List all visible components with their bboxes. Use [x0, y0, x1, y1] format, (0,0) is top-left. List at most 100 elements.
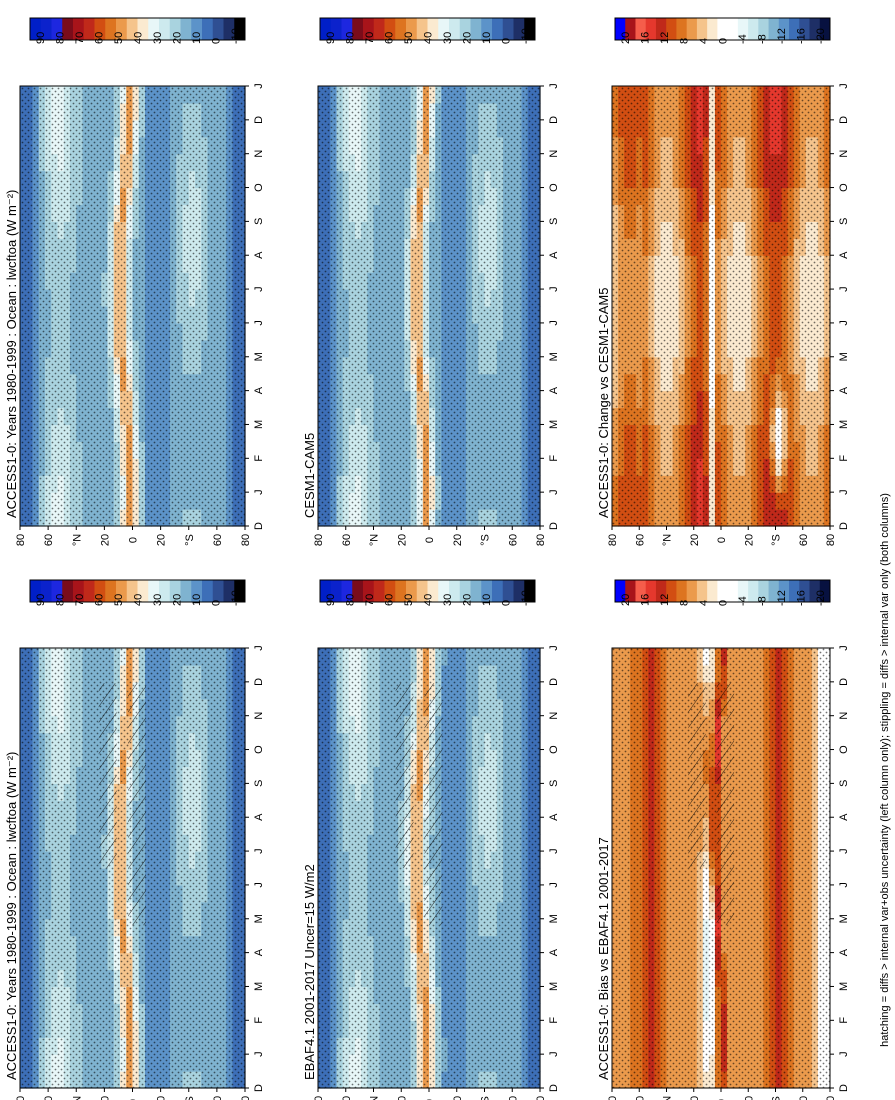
month-tick-label: N	[253, 150, 265, 158]
panel-title: EBAF4.1 2001-2017 Uncer=15 W/m2	[302, 864, 317, 1080]
colorbar-swatch	[62, 580, 74, 602]
colorbar-swatch	[137, 18, 149, 40]
month-tick-label: D	[548, 678, 560, 686]
month-tick-label: N	[838, 712, 850, 720]
colorbar-swatch	[202, 580, 214, 602]
colorbar-label: 80	[345, 594, 357, 606]
colorbar-label: 80	[55, 594, 67, 606]
colorbar-label: 50	[113, 594, 125, 606]
colorbar-swatch	[148, 18, 160, 40]
lat-tick-label: 20	[452, 1096, 464, 1100]
month-tick-label: A	[253, 948, 265, 956]
month-tick-label: D	[253, 1084, 265, 1092]
colorbar-label: 60	[384, 594, 396, 606]
colorbar-swatch	[169, 18, 181, 40]
colorbar-swatch	[384, 580, 396, 602]
month-tick-label: O	[838, 745, 850, 754]
panel-title: ACCESS1-0: Years 1980-1999 : Ocean : lwc…	[4, 190, 19, 518]
month-tick-label: M	[838, 914, 850, 923]
colorbar-swatch	[116, 580, 128, 602]
colorbar-swatch	[73, 18, 85, 40]
colorbar-swatch	[212, 18, 224, 40]
month-tick-label: J	[548, 882, 560, 888]
colorbar-swatch	[180, 580, 192, 602]
colorbar-swatch	[406, 580, 418, 602]
lat-tick-label: 80	[15, 534, 27, 546]
colorbar-swatch	[459, 580, 471, 602]
colorbar-swatch	[449, 580, 461, 602]
colorbar-swatch	[180, 18, 192, 40]
panel-p3: 8060°N20020°S6080DJFMAMJJASONDJACCESS1-0…	[596, 579, 850, 1100]
month-tick-label: J	[838, 882, 850, 888]
month-tick-label: N	[253, 712, 265, 720]
colorbar-label: 12	[659, 594, 671, 606]
colorbar-swatch	[234, 18, 246, 40]
colorbar-swatch	[645, 580, 657, 602]
colorbar-label: 40	[133, 32, 145, 44]
month-tick-label: J	[253, 882, 265, 888]
colorbar-swatch	[768, 580, 780, 602]
month-tick-label: A	[838, 948, 850, 956]
colorbar-label: 70	[74, 32, 86, 44]
month-tick-label: M	[548, 914, 560, 923]
colorbar-swatch	[159, 580, 171, 602]
colorbar-swatch	[40, 18, 52, 40]
colorbar: 90 80 70 60 50 40 30 20 10 0 -10	[29, 17, 246, 44]
colorbar-swatch	[635, 580, 647, 602]
colorbar-label: 0	[211, 38, 223, 44]
colorbar-swatch	[126, 18, 138, 40]
colorbar-swatch	[696, 580, 708, 602]
panel-p4: 80 60 °N 20 0 20 °S 60 80DJFMAMJJASONDJACCESS1-0…	[4, 17, 265, 546]
month-tick-label: M	[253, 420, 265, 429]
lat-tick-label: °S	[480, 1096, 492, 1100]
colorbar-label: 8	[679, 600, 691, 606]
colorbar-swatch	[809, 580, 821, 602]
month-tick-label: J	[253, 320, 265, 326]
lat-tick-label: 60	[212, 534, 224, 546]
lat-tick-label: 20	[689, 1096, 701, 1100]
colorbar-label: 80	[55, 32, 67, 44]
colorbar-label: 16	[640, 594, 652, 606]
colorbar-swatch	[94, 18, 106, 40]
month-tick-label: J	[838, 645, 850, 651]
footnote-text: hatching = diffs > internal var+obs unce…	[879, 493, 891, 1047]
month-tick-label: O	[253, 183, 265, 192]
colorbar-swatch	[625, 580, 636, 602]
month-tick-label: A	[253, 813, 265, 821]
month-tick-label: J	[253, 848, 265, 854]
lat-tick-label: 60	[43, 1096, 55, 1100]
lat-tick-label: °S	[184, 1096, 196, 1100]
lat-tick-label: 0	[716, 1099, 728, 1100]
colorbar-swatch	[105, 18, 117, 40]
lat-tick-label: °N	[71, 1096, 83, 1100]
colorbar-label: 50	[113, 32, 125, 44]
colorbar-swatch	[789, 580, 800, 602]
hatching-overlay	[395, 683, 414, 868]
colorbar-swatch	[502, 580, 514, 602]
colorbar-swatch	[191, 18, 203, 40]
colorbar-label: -12	[776, 590, 788, 606]
colorbar-label: -16	[796, 590, 808, 606]
colorbar-label: 10	[191, 594, 203, 606]
lat-tick-label: 20	[156, 534, 168, 546]
lat-tick-label: 80	[240, 1096, 252, 1100]
month-tick-label: J	[838, 848, 850, 854]
colorbar-swatch	[492, 580, 504, 602]
colorbar-swatch	[73, 580, 85, 602]
month-tick-label: N	[548, 712, 560, 720]
lat-tick-label: 80	[825, 1096, 837, 1100]
colorbar-label: 30	[442, 594, 454, 606]
lat-tick-label: 20	[156, 1096, 168, 1100]
month-tick-label: J	[253, 489, 265, 495]
month-tick-label: J	[253, 645, 265, 651]
colorbar-swatch	[513, 580, 525, 602]
colorbar-swatch	[737, 580, 749, 602]
colorbar-swatch	[666, 580, 677, 602]
colorbar-label: 0	[501, 600, 513, 606]
colorbar-swatch	[352, 580, 364, 602]
colorbar-swatch	[148, 580, 160, 602]
colorbar-label: 20	[172, 32, 184, 44]
colorbar-frame	[29, 579, 246, 603]
colorbar-swatch	[223, 580, 235, 602]
